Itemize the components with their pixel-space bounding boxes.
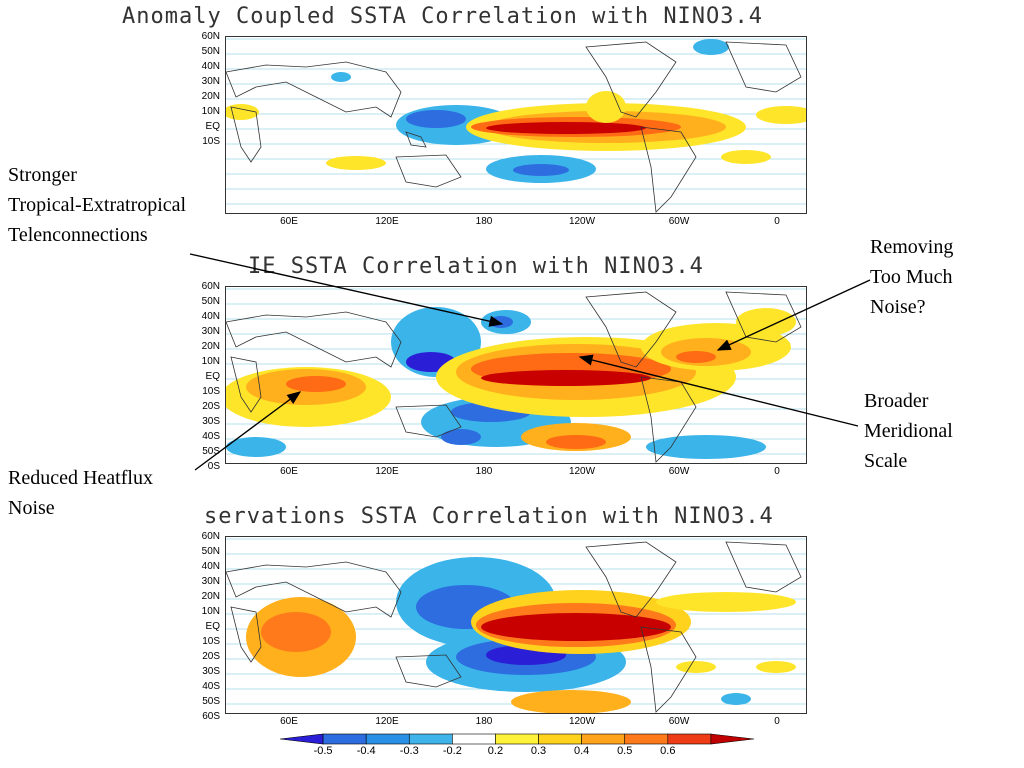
colorbar-tick-label: 0.2: [487, 745, 504, 757]
lon-label: 0: [774, 216, 780, 227]
lat-label: 10N: [201, 356, 220, 367]
lat-label: 50N: [201, 546, 220, 557]
lat-label: 30N: [201, 576, 220, 587]
colorbar-tick-label: -0.2: [442, 745, 462, 757]
lon-label: 120W: [568, 466, 596, 477]
colorbar-segment: [452, 733, 496, 745]
lat-label: 50S: [202, 446, 220, 457]
colorbar-segment: [408, 733, 453, 745]
lon-label: 120E: [375, 716, 399, 727]
panel3-title: servations SSTA Correlation with NINO3.4: [204, 504, 774, 529]
lon-label: 120E: [375, 466, 399, 477]
lon-label: 60E: [280, 216, 298, 227]
lat-label: 60N: [201, 31, 220, 42]
lon-label: 60W: [668, 716, 690, 727]
lat-label: 10S: [202, 136, 220, 147]
colorbar-tick-label: 0.3: [530, 745, 547, 757]
lon-label: 60W: [668, 466, 690, 477]
lat-label: 20N: [201, 91, 220, 102]
lat-label: 0S: [207, 461, 220, 472]
colorbar-segment: [667, 733, 712, 745]
lon-label: 60E: [280, 716, 298, 727]
lon-label: 0: [774, 716, 780, 727]
lat-label: EQ: [205, 121, 220, 132]
lat-label: 10N: [201, 106, 220, 117]
colorbar-tick-label: 0.5: [617, 745, 633, 757]
lat-label: 40N: [201, 561, 220, 572]
lon-label: 180: [475, 216, 493, 227]
colorbar-segment: [538, 733, 582, 745]
lon-label: 120W: [568, 716, 596, 727]
lat-label: 30N: [201, 326, 220, 337]
panel3-map: [225, 536, 807, 714]
lat-label: 40S: [202, 681, 220, 692]
lat-label: 60N: [201, 281, 220, 292]
annotation-reduced: Reduced Heatflux Noise: [8, 467, 153, 519]
lat-label: 20N: [201, 341, 220, 352]
lon-label: 60E: [280, 466, 298, 477]
lat-label: 10S: [202, 386, 220, 397]
lat-label: 40N: [201, 61, 220, 72]
lon-label: 180: [475, 466, 493, 477]
colorbar-tick-label: -0.4: [356, 745, 376, 757]
panel2-map: [225, 286, 807, 464]
colorbar-tick-label: 0.6: [660, 745, 676, 757]
lat-label: 20N: [201, 591, 220, 602]
lat-label: 60N: [201, 531, 220, 542]
panel1-map: [225, 36, 807, 214]
lat-label: 60S: [202, 711, 220, 722]
lat-label: 50N: [201, 296, 220, 307]
lon-label: 120E: [375, 216, 399, 227]
lat-label: 10N: [201, 606, 220, 617]
lat-label: 20S: [202, 651, 220, 662]
colorbar-segment: [710, 733, 755, 745]
lon-label: 180: [475, 716, 493, 727]
lat-label: 20S: [202, 401, 220, 412]
annotation-stronger: Stronger Tropical-Extratropical Telencon…: [8, 164, 187, 246]
panel2-title: IE SSTA Correlation with NINO3.4: [248, 254, 704, 279]
colorbar-segment: [365, 733, 410, 745]
colorbar-segment: [279, 733, 324, 745]
colorbar-tick-label: -0.3: [399, 745, 419, 757]
lon-label: 60W: [668, 216, 690, 227]
colorbar-segment: [581, 733, 626, 745]
annotation-removing: Removing Too Much Noise?: [870, 236, 954, 318]
colorbar-tick-label: 0.4: [573, 745, 590, 757]
panel1-title: Anomaly Coupled SSTA Correlation with NI…: [122, 4, 764, 29]
lon-label: 120W: [568, 216, 596, 227]
colorbar-tick-label: -0.5: [313, 745, 333, 757]
lat-label: 40S: [202, 431, 220, 442]
colorbar-segment: [495, 733, 539, 745]
lat-label: 50N: [201, 46, 220, 57]
lat-label: EQ: [205, 621, 220, 632]
lat-label: 30N: [201, 76, 220, 87]
lat-label: EQ: [205, 371, 220, 382]
annotation-broader: Broader Meridional Scale: [864, 390, 953, 472]
lat-label: 30S: [202, 416, 220, 427]
lat-label: 50S: [202, 696, 220, 707]
colorbar-segment: [322, 733, 367, 745]
lon-label: 0: [774, 466, 780, 477]
lat-label: 40N: [201, 311, 220, 322]
lat-label: 10S: [202, 636, 220, 647]
colorbar-segment: [624, 733, 669, 745]
lat-label: 30S: [202, 666, 220, 677]
